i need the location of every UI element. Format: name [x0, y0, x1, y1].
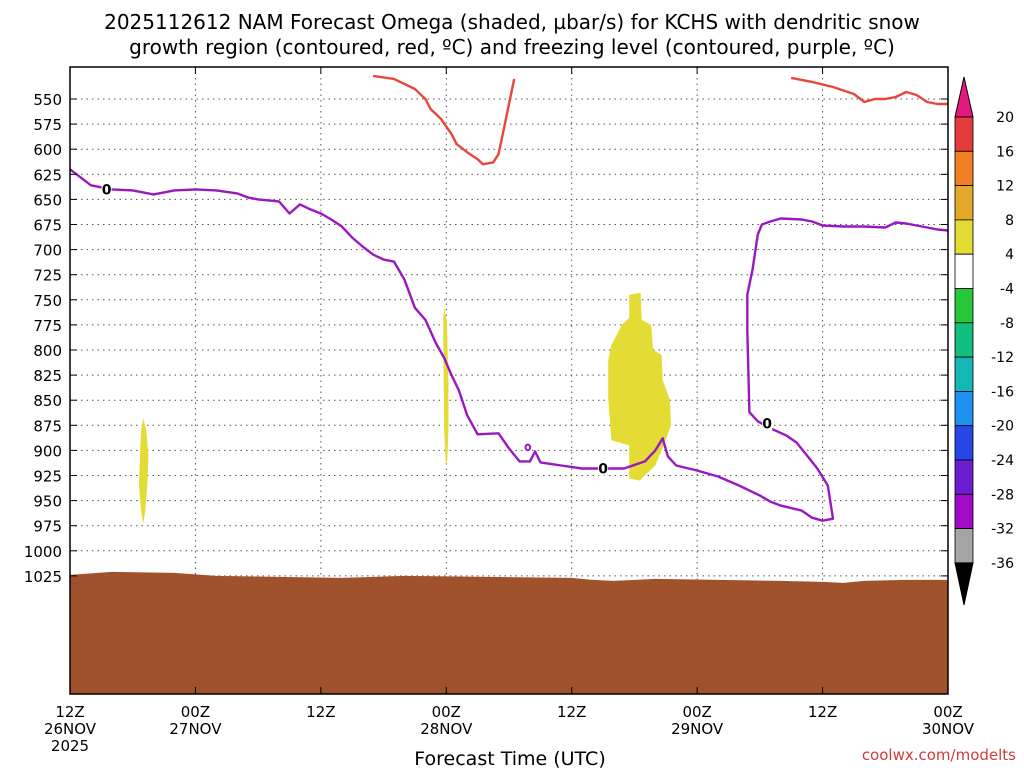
x-tick-label: 12Z [306, 703, 335, 721]
ground-fill [70, 571, 948, 694]
x-tick-label: 26NOV [44, 720, 97, 738]
colorbar-label: -20 [991, 419, 1014, 435]
chart-title-line-2: growth region (contoured, red, ºC) and f… [129, 35, 895, 59]
colorbar-segment [954, 219, 974, 255]
y-tick-label: 800 [33, 342, 62, 360]
colorbar-label: -36 [991, 556, 1014, 572]
colorbar-segment [954, 459, 974, 495]
y-tick-label: 875 [33, 417, 62, 435]
x-tick-label: 12Z [808, 703, 837, 721]
colorbar-segment [954, 425, 974, 461]
colorbar-segment [954, 493, 974, 529]
x-tick-label: 12Z [557, 703, 586, 721]
colorbar-segment [954, 185, 974, 221]
freezing-level-contour [69, 168, 949, 522]
y-tick-label: 575 [33, 116, 62, 134]
y-tick-label: 925 [33, 468, 62, 486]
colorbar-segment [954, 356, 974, 392]
y-tick-label: 850 [33, 392, 62, 410]
y-tick-label: 725 [33, 267, 62, 285]
contour-label-bg [101, 182, 112, 197]
colorbar-segment [954, 390, 974, 427]
colorbar-label: 4 [1005, 247, 1014, 263]
colorbar-segment [954, 253, 974, 289]
y-tick-label: 550 [33, 91, 62, 109]
colorbar-label: 16 [996, 144, 1014, 160]
colorbar-label: -8 [1000, 316, 1014, 332]
freezing-level-small-loop [524, 443, 532, 452]
credit-text: coolwx.com/modelts [862, 746, 1016, 764]
contour-label-bg [598, 461, 609, 476]
colorbar-label: -12 [991, 350, 1014, 366]
colorbar-label: -16 [991, 384, 1014, 400]
plot-frame [69, 66, 949, 695]
colorbar-label: -32 [991, 522, 1014, 538]
y-tick-label: 625 [33, 166, 62, 184]
colorbar-label: -28 [991, 487, 1014, 503]
freezing-level-label: 0 [102, 182, 112, 198]
colorbar-label: -4 [1000, 282, 1014, 298]
colorbar-segment [954, 150, 974, 187]
x-tick-label: 30NOV [922, 720, 975, 738]
colorbar-label: -24 [991, 453, 1014, 469]
x-tick-label: 12Z [55, 703, 84, 721]
x-tick-label: 29NOV [671, 720, 724, 738]
chart-title-line-1: 2025112612 NAM Forecast Omega (shaded, µ… [104, 10, 920, 34]
x-tick-label: 2025 [51, 737, 89, 755]
y-tick-label: 750 [33, 292, 62, 310]
colorbar-label: 8 [1005, 213, 1014, 229]
colorbar-label: 12 [996, 179, 1014, 195]
y-tick-label: 775 [33, 317, 62, 335]
colorbar-bottom-arrow [954, 562, 974, 606]
dgz-contour [372, 74, 516, 166]
freezing-level-label: 0 [598, 461, 608, 477]
colorbar-top-arrow [954, 76, 974, 118]
y-tick-label: 700 [33, 242, 62, 260]
colorbar: 20 16 12 8 4 -4 -8 -12 -16 -20 -24 -28 -32 -36 [954, 76, 1014, 606]
colorbar-segment [954, 116, 974, 152]
x-tick-label: 00Z [181, 703, 210, 721]
y-tick-label: 975 [33, 518, 62, 536]
colorbar-segment [954, 528, 974, 564]
colorbar-segment [954, 322, 974, 358]
x-tick-label: 27NOV [169, 720, 222, 738]
y-tick-label: 650 [33, 191, 62, 209]
freezing-level-label: 0 [762, 416, 772, 432]
contour-label-bg [762, 416, 773, 431]
x-tick-label: 00Z [933, 703, 962, 721]
omega-shade-region [608, 292, 671, 481]
y-tick-label: 1025 [24, 568, 62, 586]
y-tick-label: 900 [33, 442, 62, 460]
colorbar-segment [954, 288, 974, 324]
contours: 0 0 0 [69, 74, 949, 522]
x-tick-label: 28NOV [420, 720, 473, 738]
x-axis-title: Forecast Time (UTC) [414, 748, 605, 768]
x-tick-label: 00Z [682, 703, 711, 721]
omega-shade-region [139, 418, 149, 524]
y-tick-label: 1000 [24, 543, 62, 561]
y-tick-label: 950 [33, 493, 62, 511]
y-tick-label: 825 [33, 367, 62, 385]
x-tick-label: 00Z [432, 703, 461, 721]
omega-shade-region [443, 307, 449, 466]
y-tick-label: 675 [33, 217, 62, 235]
colorbar-label: 20 [996, 110, 1014, 126]
y-tick-label: 600 [33, 141, 62, 159]
omega-shading [139, 292, 671, 524]
dgz-contour [790, 76, 948, 106]
y-axis-ticks: 550 575 600 625 650 675 700 725 750 775 800 825 850 8… [24, 91, 948, 586]
ground-terrain [70, 571, 948, 694]
